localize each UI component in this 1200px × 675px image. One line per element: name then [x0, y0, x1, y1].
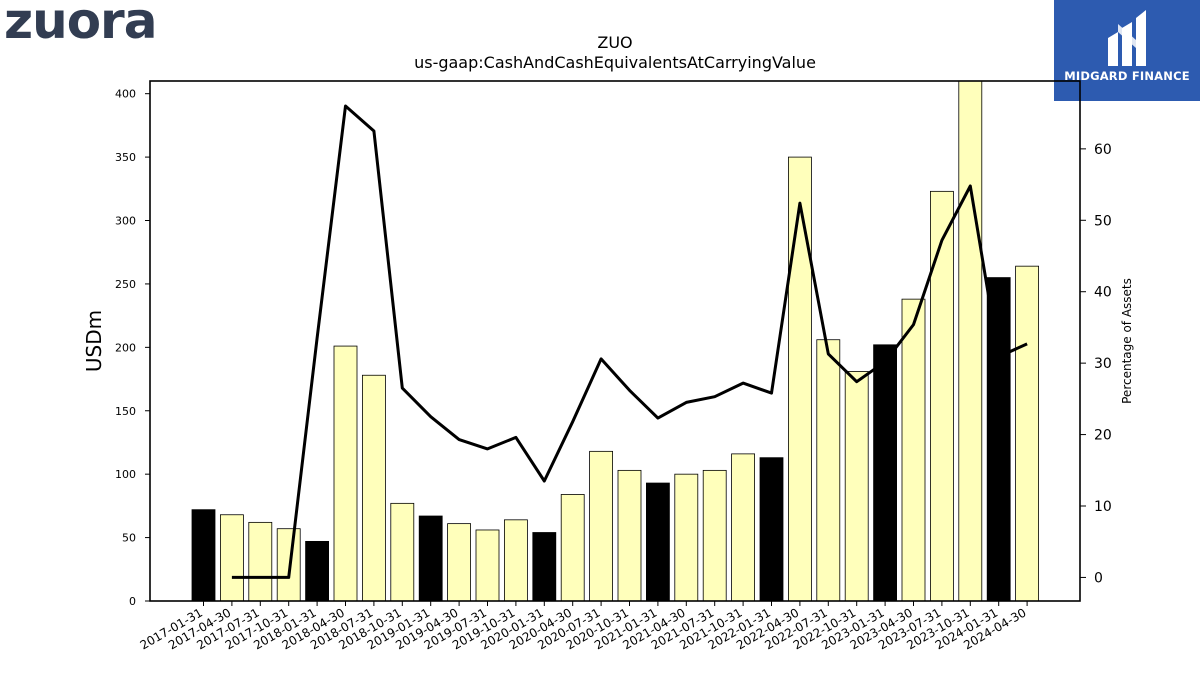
bar	[844, 371, 869, 602]
y-tick-label: 150	[115, 405, 136, 418]
bar	[788, 156, 812, 602]
plot-frame	[149, 80, 1081, 602]
y-tick-label: 200	[115, 341, 136, 354]
bar	[759, 457, 784, 602]
bar	[1015, 265, 1039, 602]
bar	[816, 339, 841, 602]
bar	[248, 521, 273, 602]
midgard-finance-wordmark: MIDGARD FINANCE	[1064, 69, 1190, 83]
bar	[390, 502, 415, 602]
y-axis-left: 0 50 100 150 200 250 300 350 400	[115, 88, 150, 608]
zuora-logo: zuora	[4, 0, 157, 50]
y-tick-label: 400	[115, 88, 136, 101]
y-axis-label: USDm	[82, 310, 106, 372]
y2-axis-label: Percentage of Assets	[1120, 278, 1134, 404]
bar	[219, 514, 244, 602]
midgard-finance-mark-icon	[1108, 10, 1146, 66]
chart-subtitle: us-gaap:CashAndCashEquivalentsAtCarrying…	[414, 53, 816, 72]
bar	[305, 540, 330, 602]
bar	[702, 469, 727, 602]
bar	[731, 453, 755, 602]
bar	[901, 298, 926, 602]
y-tick-label: 350	[115, 151, 136, 164]
y2-tick-label: 60	[1094, 142, 1112, 158]
y2-tick-label: 0	[1094, 570, 1103, 586]
bar	[361, 374, 386, 602]
y2-tick-label: 10	[1094, 499, 1112, 515]
bar	[646, 482, 670, 602]
bar	[589, 450, 613, 602]
bar	[447, 523, 472, 602]
y2-tick-label: 40	[1094, 285, 1112, 301]
bar	[674, 473, 699, 602]
bar	[560, 494, 585, 602]
y2-tick-label: 50	[1094, 213, 1112, 229]
bar	[930, 190, 954, 602]
y-tick-label: 250	[115, 278, 136, 291]
bar	[191, 509, 216, 602]
bar	[617, 469, 642, 602]
bar	[986, 277, 1011, 602]
y-tick-label: 50	[122, 532, 136, 545]
bar	[333, 345, 358, 602]
x-axis: 2017-01-312017-04-302017-07-312017-10-31…	[138, 601, 1029, 652]
bar	[958, 80, 983, 602]
y-tick-label: 300	[115, 215, 136, 228]
bar	[503, 519, 528, 602]
percentage-line	[231, 104, 1028, 579]
bar-series	[191, 80, 1039, 602]
line-series	[231, 104, 1028, 579]
y-tick-label: 100	[115, 468, 136, 481]
y-tick-label: 0	[129, 595, 136, 608]
bar	[475, 529, 500, 602]
y-axis-right: 0 10 20 30 40 50 60	[1080, 142, 1112, 586]
y2-tick-label: 20	[1094, 428, 1112, 444]
bar	[418, 515, 443, 602]
bar	[532, 532, 557, 602]
chart-title: ZUO	[597, 33, 632, 52]
bar	[873, 344, 897, 602]
y2-tick-label: 30	[1094, 356, 1112, 372]
midgard-finance-logo: MIDGARD FINANCE	[1054, 0, 1200, 101]
